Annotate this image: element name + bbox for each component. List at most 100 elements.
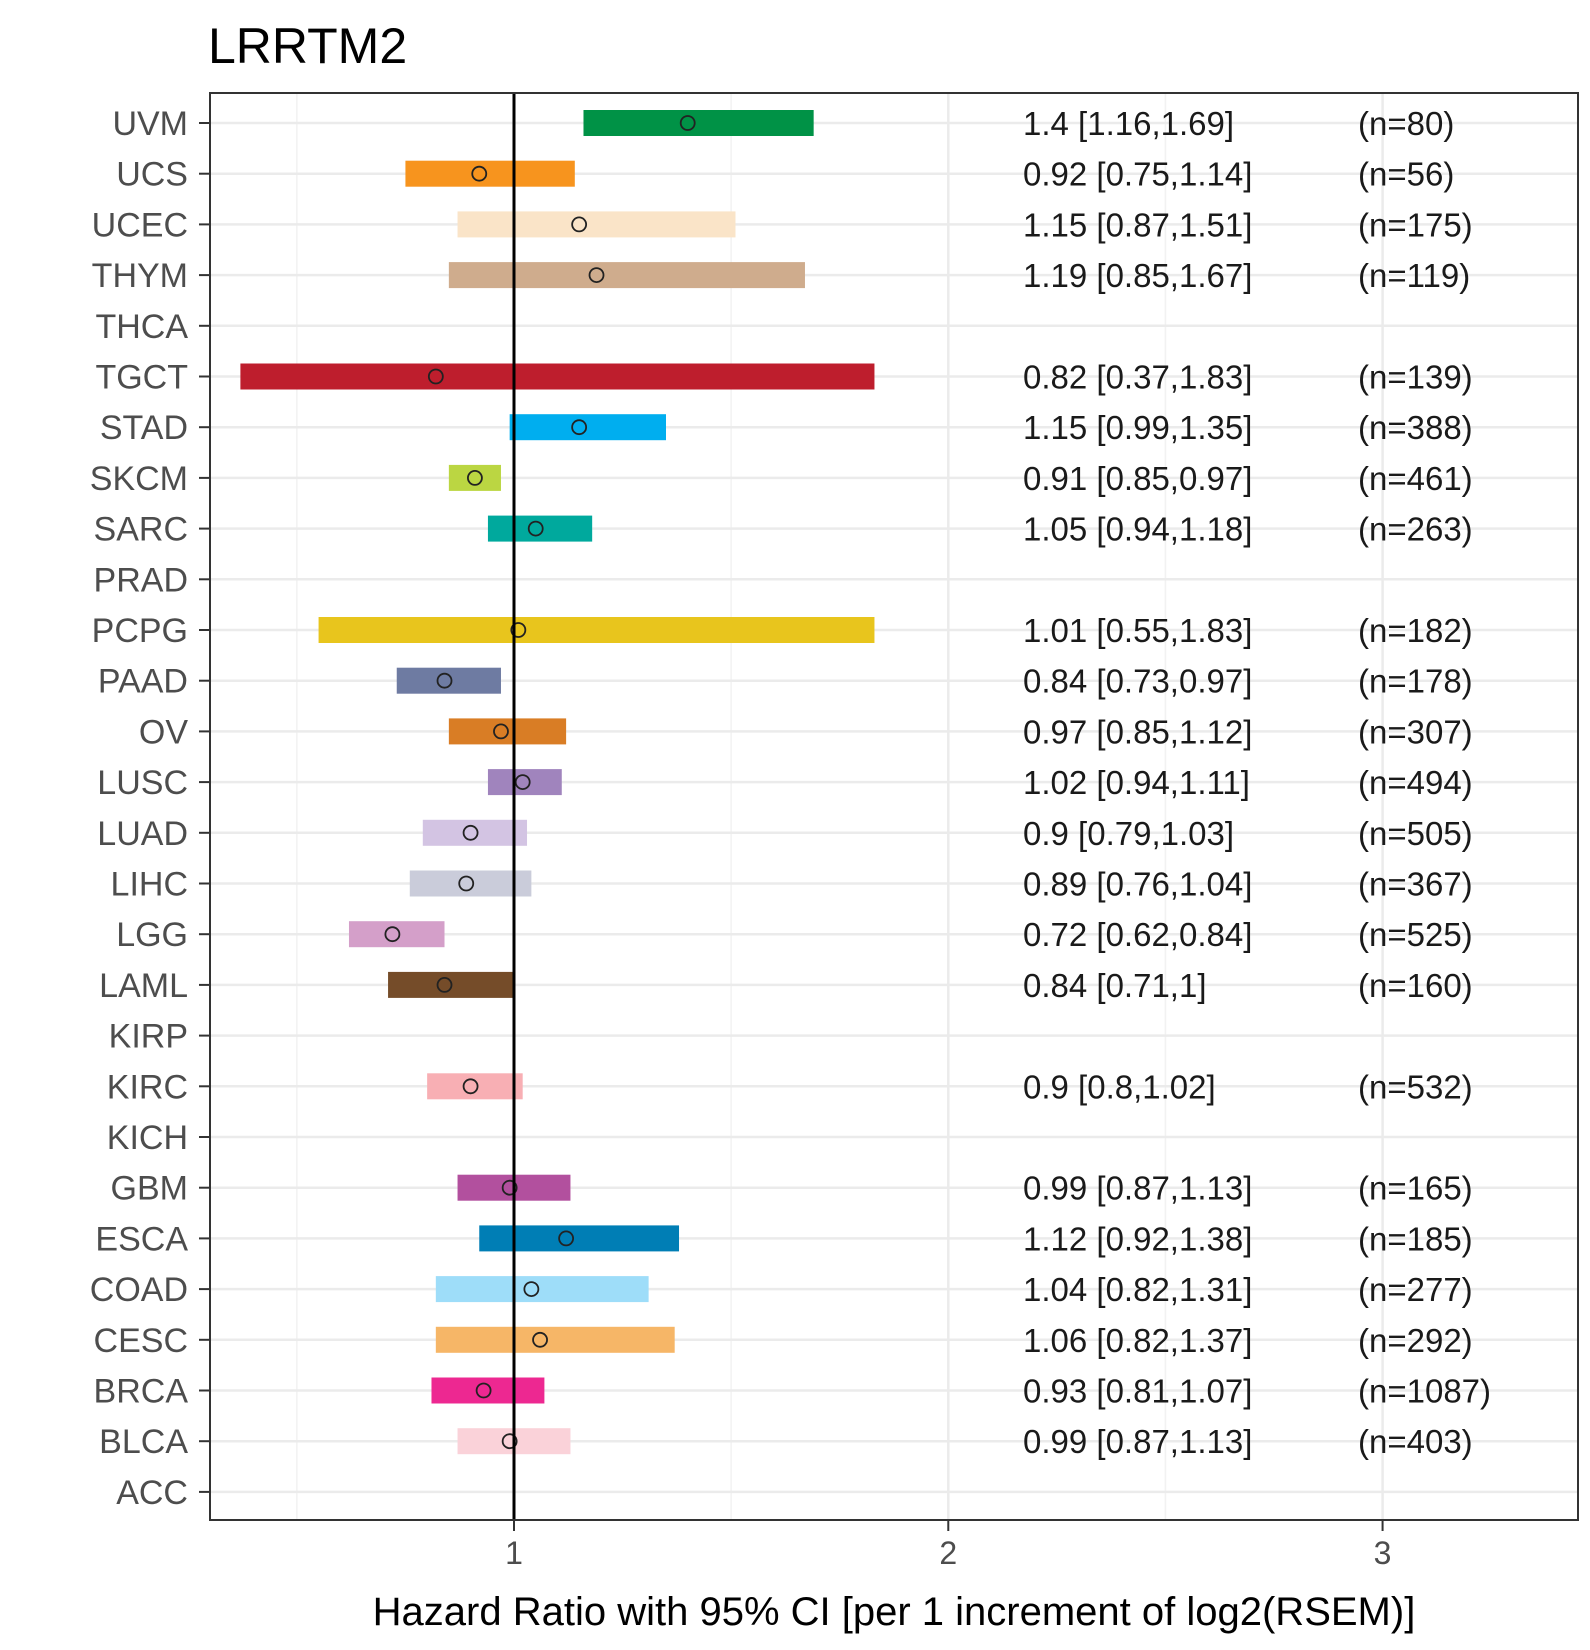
n-annotation-ucec: (n=175) <box>1358 206 1473 243</box>
ci-annotation-lgg: 0.72 [0.62,0.84] <box>1023 916 1252 953</box>
ci-annotation-ucec: 1.15 [0.87,1.51] <box>1023 206 1252 243</box>
hr-point-uvm <box>679 115 696 131</box>
n-annotation-lusc: (n=494) <box>1358 764 1473 801</box>
ci-annotation-esca: 1.12 [0.92,1.38] <box>1023 1220 1252 1257</box>
ci-annotation-ov: 0.97 [0.85,1.12] <box>1023 713 1252 750</box>
hr-point-pcpg <box>510 622 527 638</box>
y-tick-label-tgct: TGCT <box>95 359 188 397</box>
y-tick-label-ov: OV <box>139 713 188 751</box>
y-tick-label-lusc: LUSC <box>97 764 188 802</box>
ci-bar-cesc <box>435 1326 675 1353</box>
y-tick-label-ucs: UCS <box>116 156 188 194</box>
n-annotation-luad: (n=505) <box>1358 815 1473 852</box>
n-annotation-esca: (n=185) <box>1358 1220 1473 1257</box>
y-tick-label-stad: STAD <box>100 409 188 447</box>
y-tick-label-lihc: LIHC <box>111 866 188 904</box>
ci-bar-tgct <box>240 363 875 390</box>
ci-annotation-luad: 0.9 [0.79,1.03] <box>1023 815 1234 852</box>
n-annotation-cesc: (n=292) <box>1358 1322 1473 1359</box>
y-tick-label-cesc: CESC <box>94 1322 188 1360</box>
n-annotation-ov: (n=307) <box>1358 713 1473 750</box>
ci-bar-lihc <box>409 870 532 897</box>
y-tick-label-pcpg: PCPG <box>92 612 188 650</box>
n-annotation-sarc: (n=263) <box>1358 511 1473 548</box>
hr-point-gbm <box>501 1179 518 1196</box>
ci-annotation-lihc: 0.89 [0.76,1.04] <box>1023 866 1252 903</box>
axis-layer: UVM UCS UCEC THYM THCA TGCT STAD SKCM SARC PRAD PC… <box>90 105 1392 1571</box>
ci-annotation-thym: 1.19 [0.85,1.67] <box>1023 257 1252 294</box>
hr-point-lihc <box>458 875 475 892</box>
y-tick-label-laml: LAML <box>99 967 188 1005</box>
ci-annotation-blca: 0.99 [0.87,1.13] <box>1023 1423 1252 1460</box>
n-annotation-stad: (n=388) <box>1358 409 1473 446</box>
y-tick-label-gbm: GBM <box>111 1170 188 1208</box>
hr-point-brca <box>475 1382 492 1399</box>
ci-annotation-cesc: 1.06 [0.82,1.37] <box>1023 1322 1252 1359</box>
n-annotation-ucs: (n=56) <box>1358 156 1454 193</box>
chart-title: LRRTM2 <box>208 18 407 74</box>
n-annotation-thym: (n=119) <box>1358 257 1470 294</box>
ci-bar-lusc <box>487 769 562 796</box>
bar-layer <box>240 110 875 1455</box>
ci-bar-pcpg <box>318 617 875 643</box>
x-axis-label: Hazard Ratio with 95% CI [per 1 incremen… <box>373 1590 1416 1634</box>
hr-point-ov <box>493 723 509 740</box>
hr-point-blca <box>501 1433 518 1450</box>
ci-annotation-tgct: 0.82 [0.37,1.83] <box>1023 359 1252 396</box>
x-tick-label: 3 <box>1374 1535 1392 1571</box>
annotation-layer: 1.4 [1.16,1.69] (n=80) 0.92 [0.75,1.14] (n=… <box>1023 105 1491 1460</box>
y-tick-label-luad: LUAD <box>97 815 188 853</box>
hr-point-lgg <box>384 926 401 943</box>
plot-panel-border <box>209 92 1579 1521</box>
ci-bar-sarc <box>487 515 593 542</box>
hr-point-paad <box>436 672 453 689</box>
n-annotation-paad: (n=178) <box>1358 663 1473 700</box>
hr-point-ucec <box>571 216 588 233</box>
ci-annotation-sarc: 1.05 [0.94,1.18] <box>1023 511 1252 548</box>
hr-point-luad <box>462 824 479 841</box>
ci-bar-paad <box>396 667 501 694</box>
ci-bar-lgg <box>348 921 445 948</box>
y-tick-label-kich: KICH <box>107 1119 188 1157</box>
hr-point-tgct <box>427 368 444 385</box>
n-annotation-brca: (n=1087) <box>1358 1373 1491 1410</box>
hr-point-lusc <box>514 774 531 790</box>
ci-bar-brca <box>431 1377 545 1404</box>
y-tick-label-thym: THYM <box>92 257 188 295</box>
ci-annotation-lusc: 1.02 [0.94,1.11] <box>1023 764 1250 801</box>
ci-bar-ucec <box>457 211 736 238</box>
ci-annotation-laml: 0.84 [0.71,1] <box>1023 967 1206 1004</box>
n-annotation-blca: (n=403) <box>1358 1423 1473 1460</box>
ci-annotation-pcpg: 1.01 [0.55,1.83] <box>1023 612 1252 649</box>
y-tick-label-kirp: KIRP <box>109 1018 188 1056</box>
hr-point-stad <box>571 419 588 436</box>
n-annotation-kirc: (n=532) <box>1358 1068 1473 1105</box>
y-tick-label-esca: ESCA <box>95 1220 188 1258</box>
y-tick-label-kirc: KIRC <box>107 1068 188 1106</box>
n-annotation-lgg: (n=525) <box>1358 916 1473 953</box>
ci-bar-esca <box>479 1225 680 1252</box>
y-tick-label-ucec: UCEC <box>92 206 188 244</box>
ci-bar-stad <box>509 414 666 441</box>
y-tick-label-lgg: LGG <box>116 916 188 954</box>
y-tick-label-uvm: UVM <box>112 105 188 143</box>
hr-point-cesc <box>532 1331 548 1348</box>
ci-bar-skcm <box>448 464 501 491</box>
y-tick-label-blca: BLCA <box>99 1423 188 1461</box>
ci-annotation-paad: 0.84 [0.73,0.97] <box>1023 663 1252 700</box>
y-tick-label-acc: ACC <box>116 1474 188 1512</box>
ci-bar-ucs <box>405 160 575 187</box>
y-tick-label-sarc: SARC <box>94 511 188 549</box>
ci-bar-luad <box>422 819 528 846</box>
x-tick-label: 2 <box>939 1535 957 1571</box>
n-annotation-lihc: (n=367) <box>1358 866 1473 903</box>
hr-point-sarc <box>527 520 544 537</box>
n-annotation-pcpg: (n=182) <box>1358 612 1473 649</box>
ci-bar-thym <box>448 262 805 289</box>
hr-point-ucs <box>471 165 488 182</box>
y-tick-label-skcm: SKCM <box>90 460 188 498</box>
n-annotation-uvm: (n=80) <box>1358 105 1454 142</box>
hr-point-laml <box>436 977 453 993</box>
ci-annotation-brca: 0.93 [0.81,1.07] <box>1023 1373 1252 1410</box>
